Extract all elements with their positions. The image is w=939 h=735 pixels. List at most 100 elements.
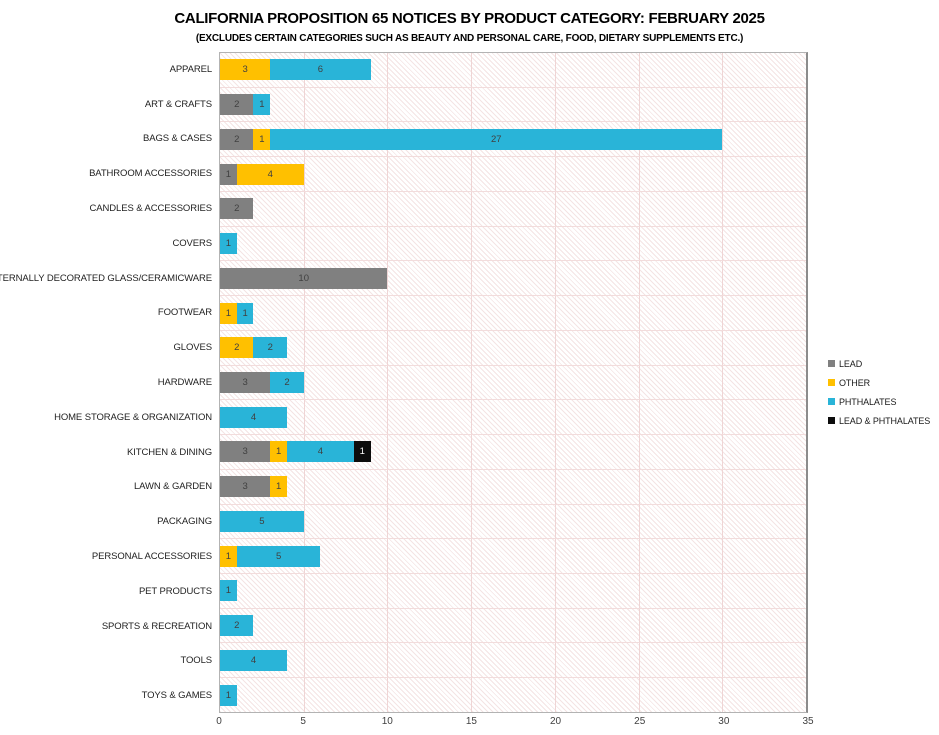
bar-value-label: 2 bbox=[234, 133, 240, 145]
bar-value-label: 1 bbox=[225, 238, 232, 250]
bar-segment-other: 1 bbox=[220, 545, 237, 567]
bar-row-kitchen-dining: 3 1 4 1 bbox=[220, 435, 806, 470]
category-label-covers: COVERS bbox=[172, 237, 212, 249]
bar-value-label: 2 bbox=[234, 342, 240, 354]
chart-subtitle: (EXCLUDES CERTAIN CATEGORIES SUCH AS BEA… bbox=[195, 33, 744, 44]
x-axis: 0 5 10 15 20 25 30 35 bbox=[216, 716, 813, 730]
stacked-bar: 4 bbox=[220, 649, 806, 671]
x-tick-label: 5 bbox=[300, 716, 306, 727]
category-label-lawn-garden: LAWN & GARDEN bbox=[133, 481, 212, 493]
bar-segment-phthalates: 4 bbox=[220, 406, 287, 428]
bar-value-label: 6 bbox=[317, 64, 324, 76]
x-tick-label: 15 bbox=[465, 716, 477, 727]
bar-value-label: 1 bbox=[259, 133, 265, 145]
bar-segment-lead: 3 bbox=[220, 441, 271, 463]
category-label-externally-decorated-glass-ceramicware: EXTERNALLY DECORATED GLASS/CERAMICWARE bbox=[0, 272, 212, 284]
bar-value-label: 3 bbox=[242, 481, 248, 493]
x-tick-label: 30 bbox=[718, 716, 730, 727]
x-tick-label: 10 bbox=[381, 716, 393, 727]
bar-value-label: 1 bbox=[225, 168, 232, 180]
bar-value-label: 4 bbox=[250, 654, 257, 666]
bar-segment-phthalates: 1 bbox=[253, 94, 271, 116]
bar-segment-phthalates: 27 bbox=[270, 128, 723, 150]
bar-value-label: 1 bbox=[359, 446, 365, 458]
bar-row-pet-products: 1 bbox=[220, 574, 806, 609]
bar-value-label: 4 bbox=[250, 411, 257, 423]
legend-label: PHTHALATES bbox=[839, 396, 897, 407]
plot-area: 3 6 2 1 2 1 27 1 4 2 1 10 1 1 2 2 3 2 4 3 1 4 1 3 1 5 1 5 1 2 4 1 bbox=[219, 52, 808, 713]
bar-segment-other: 1 bbox=[253, 128, 271, 150]
bar-row-covers: 1 bbox=[220, 227, 806, 262]
category-label-apparel: APPAREL bbox=[169, 63, 213, 75]
bar-segment-lead: 1 bbox=[220, 163, 237, 185]
bar-row-tools: 4 bbox=[220, 643, 806, 679]
bar-value-label: 2 bbox=[234, 203, 240, 215]
bar-row-toys-games: 1 bbox=[220, 678, 806, 712]
stacked-bar: 2 bbox=[220, 198, 806, 220]
category-axis: APPAREL ART & CRAFTS BAGS & CASES BATHROOM … bbox=[0, 52, 212, 713]
bar-segment-lead: 10 bbox=[220, 267, 388, 289]
stacked-bar: 1 bbox=[220, 233, 806, 255]
stacked-bar: 5 bbox=[220, 510, 806, 532]
bar-value-label: 3 bbox=[242, 64, 248, 76]
bar-segment-phthalates: 4 bbox=[220, 649, 287, 671]
category-label-gloves: GLOVES bbox=[173, 342, 213, 354]
bar-segment-lead: 2 bbox=[220, 94, 254, 116]
legend-swatch-icon bbox=[828, 398, 835, 405]
bar-segment-lead: 3 bbox=[220, 371, 271, 393]
bar-segment-lead: 2 bbox=[220, 198, 254, 220]
stacked-bar: 1 bbox=[220, 580, 806, 602]
bar-value-label: 5 bbox=[259, 515, 265, 527]
x-tick-label: 20 bbox=[550, 716, 562, 727]
category-label-packaging: PACKAGING bbox=[157, 516, 212, 528]
category-label-personal-accessories: PERSONAL ACCESSORIES bbox=[91, 551, 212, 563]
category-label-pet-products: PET PRODUCTS bbox=[138, 585, 212, 597]
stacked-bar: 1 bbox=[220, 684, 806, 706]
bar-value-label: 5 bbox=[275, 550, 282, 562]
category-label-candles-accessories: CANDLES & ACCESSORIES bbox=[89, 203, 213, 215]
bar-segment-phthalates: 6 bbox=[270, 59, 371, 81]
category-label-toys-games: TOYS & GAMES bbox=[141, 690, 213, 702]
x-tick-label: 0 bbox=[216, 716, 222, 727]
bar-value-label: 3 bbox=[242, 446, 248, 458]
bar-row-candles-accessories: 2 bbox=[220, 192, 806, 227]
bar-segment-other: 1 bbox=[270, 476, 287, 498]
category-label-art-crafts: ART & CRAFTS bbox=[144, 98, 212, 110]
gridline bbox=[638, 53, 640, 712]
bar-value-label: 1 bbox=[225, 307, 232, 319]
category-label-footwear: FOOTWEAR bbox=[157, 307, 212, 319]
bar-value-label: 10 bbox=[298, 272, 309, 284]
legend-label: OTHER bbox=[839, 377, 871, 388]
bar-row-packaging: 5 bbox=[220, 505, 806, 540]
bar-value-label: 2 bbox=[234, 620, 240, 632]
bar-segment-phthalates: 4 bbox=[286, 441, 354, 463]
category-label-kitchen-dining: KITCHEN & DINING bbox=[127, 446, 212, 458]
legend: LEAD OTHER PHTHALATES LEAD & PHTHALATES bbox=[828, 354, 930, 430]
bar-value-label: 1 bbox=[275, 446, 282, 458]
stacked-bar: 2 1 27 bbox=[220, 128, 806, 150]
bar-value-label: 1 bbox=[242, 307, 248, 319]
bar-row-sports-recreation: 2 bbox=[220, 609, 806, 644]
legend-item-other: OTHER bbox=[828, 373, 930, 392]
bar-segment-other: 2 bbox=[220, 337, 254, 359]
bar-segment-phthalates: 5 bbox=[236, 545, 321, 567]
gridline bbox=[303, 53, 305, 712]
legend-swatch-icon bbox=[828, 379, 835, 386]
bar-segment-other: 1 bbox=[220, 302, 237, 324]
bar-value-label: 4 bbox=[317, 446, 324, 458]
bar-value-label: 27 bbox=[490, 133, 502, 145]
category-label-hardware: HARDWARE bbox=[157, 377, 212, 389]
chart-title: CALIFORNIA PROPOSITION 65 NOTICES BY PRO… bbox=[174, 10, 765, 27]
bar-segment-phthalates: 2 bbox=[253, 337, 287, 359]
